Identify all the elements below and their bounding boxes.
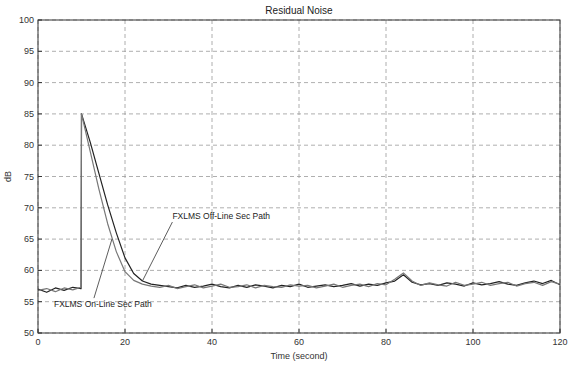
- y-tick: [38, 51, 42, 52]
- y-tick: [38, 145, 42, 146]
- y-grid-line: [38, 207, 560, 208]
- x-tick-label: 120: [552, 337, 567, 347]
- y-tick-label: 75: [24, 172, 34, 182]
- y-tick-label: 80: [24, 140, 34, 150]
- series-line: [38, 114, 560, 292]
- grid: [38, 20, 560, 333]
- plot-area: [38, 20, 560, 333]
- x-tick: [125, 329, 126, 333]
- x-tick: [212, 329, 213, 333]
- plot-frame: [38, 20, 560, 333]
- y-grid-line: [38, 113, 560, 114]
- x-tick-label: 0: [35, 337, 40, 347]
- y-tick-label: 100: [19, 15, 34, 25]
- y-grid-line: [38, 82, 560, 83]
- y-tick-label: 65: [24, 234, 34, 244]
- x-tick-label: 60: [294, 337, 304, 347]
- y-tick: [38, 270, 42, 271]
- y-grid-line: [38, 51, 560, 52]
- y-tick-label: 90: [24, 78, 34, 88]
- x-axis-label: Time (second): [270, 351, 327, 361]
- annotation: FXLMS Off-Line Sec Path: [172, 211, 270, 221]
- y-tick: [38, 239, 42, 240]
- x-tick-label: 80: [381, 337, 391, 347]
- y-tick: [38, 113, 42, 114]
- y-grid-line: [38, 145, 560, 146]
- y-grid-line: [38, 239, 560, 240]
- x-tick-label: 40: [207, 337, 217, 347]
- x-tick: [473, 329, 474, 333]
- x-grid-line: [386, 20, 387, 333]
- y-tick: [38, 301, 42, 302]
- x-tick: [299, 329, 300, 333]
- y-tick-label: 95: [24, 46, 34, 56]
- chart: 0 20 40 60 80 100 120 50 55 60 65 70 75 80 85 90 95 100 Re…: [0, 0, 580, 365]
- annotation-arrow: [94, 239, 112, 298]
- y-tick-label: 70: [24, 203, 34, 213]
- y-tick: [38, 207, 42, 208]
- x-tick: [386, 329, 387, 333]
- y-tick-label: 85: [24, 109, 34, 119]
- annotation-arrow: [142, 222, 172, 281]
- y-tick-label: 55: [24, 297, 34, 307]
- y-tick: [38, 176, 42, 177]
- y-tick: [38, 82, 42, 83]
- series-line: [38, 114, 560, 292]
- chart-title: Residual Noise: [265, 5, 333, 16]
- y-tick-label: 50: [24, 328, 34, 338]
- series-group: [38, 114, 560, 292]
- y-tick-label: 60: [24, 265, 34, 275]
- y-axis-label: dB: [3, 171, 13, 182]
- annotation: FXLMS On-Line Sec Path: [54, 299, 152, 309]
- x-tick-label: 20: [120, 337, 130, 347]
- x-tick-label: 100: [465, 337, 480, 347]
- y-grid-line: [38, 270, 560, 271]
- y-grid-line: [38, 176, 560, 177]
